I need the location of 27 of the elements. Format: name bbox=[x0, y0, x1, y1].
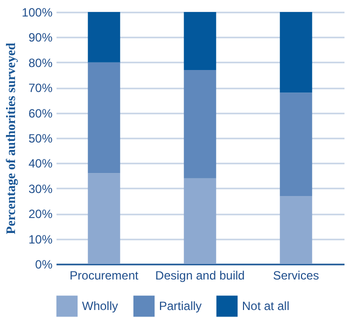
y-tick-label: 60% bbox=[28, 106, 53, 120]
y-tick-label: 20% bbox=[28, 207, 53, 222]
legend-label: Not at all bbox=[242, 299, 290, 314]
y-tick-label: 40% bbox=[28, 156, 53, 171]
y-tick-label: 0% bbox=[35, 258, 53, 272]
bar bbox=[88, 173, 120, 264]
y-tick-label: 70% bbox=[28, 81, 53, 96]
bar bbox=[280, 12, 312, 93]
bar bbox=[280, 92, 312, 196]
bar bbox=[88, 12, 120, 62]
y-tick-label: 50% bbox=[28, 132, 53, 146]
bar bbox=[184, 12, 216, 70]
y-tick-label: 10% bbox=[28, 232, 53, 246]
x-tick-label: Services bbox=[272, 268, 320, 282]
x-tick-label: Design and build bbox=[155, 268, 245, 282]
x-tick-label: Procurement bbox=[70, 268, 140, 282]
y-tick-label: 80% bbox=[28, 56, 53, 70]
bar bbox=[184, 178, 216, 264]
y-tick-label: 30% bbox=[28, 182, 53, 196]
bar bbox=[184, 70, 216, 178]
bar bbox=[280, 196, 312, 264]
y-tick-label: 100% bbox=[22, 6, 53, 20]
y-axis-title: Percentage of authorities surveyed bbox=[2, 42, 18, 234]
legend-label: Wholly bbox=[82, 299, 118, 314]
bar bbox=[88, 62, 120, 174]
y-tick-label: 90% bbox=[28, 30, 53, 45]
legend-label: Partially bbox=[159, 299, 202, 314]
